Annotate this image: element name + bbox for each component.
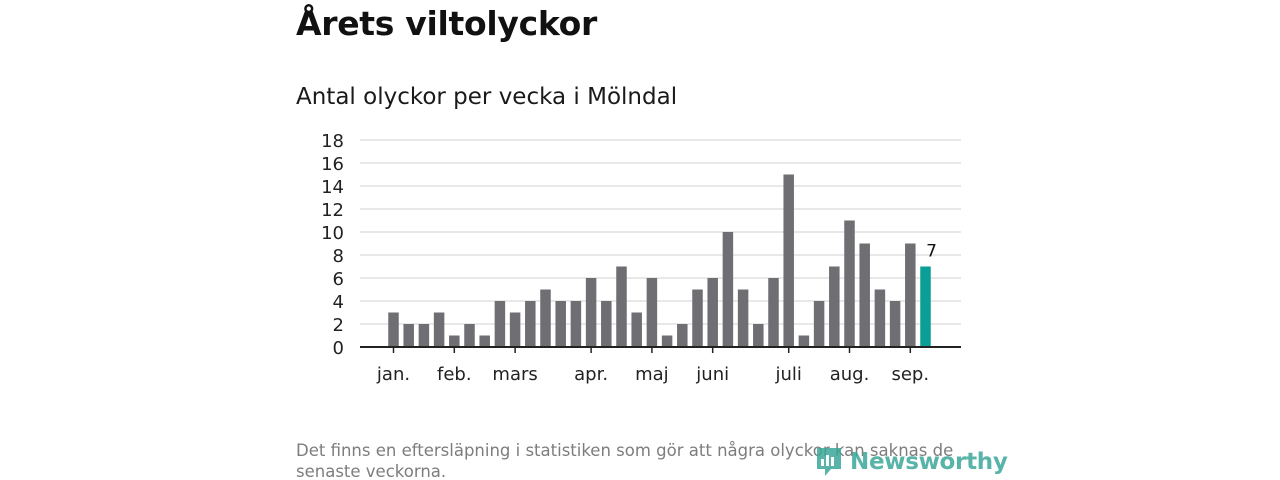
bar	[813, 301, 825, 347]
x-tick-label: juni	[695, 364, 729, 385]
y-tick-label: 4	[333, 292, 344, 313]
x-tick-label: juli	[774, 364, 801, 385]
bar	[753, 324, 764, 347]
bar	[798, 335, 810, 347]
x-tick-label: apr.	[574, 364, 608, 385]
bar	[449, 335, 460, 347]
bar	[601, 301, 612, 347]
bar	[464, 324, 475, 347]
bar	[616, 266, 627, 347]
chart-subtitle: Antal olyckor per vecka i Mölndal	[296, 84, 678, 110]
x-tick-label: mars	[492, 364, 537, 385]
y-tick-label: 14	[321, 177, 344, 198]
bar	[829, 266, 840, 347]
footnote: Det finns en eftersläpning i statistiken…	[296, 441, 954, 480]
y-tick-label: 12	[321, 200, 344, 221]
y-tick-label: 2	[333, 315, 344, 336]
newsworthy-logo-icon	[817, 448, 841, 476]
data-label: 7	[926, 242, 937, 262]
logo-text: Newsworthy	[850, 449, 1008, 475]
bar	[692, 289, 703, 347]
bar	[844, 220, 855, 347]
bar	[905, 243, 916, 347]
y-tick-label: 0	[333, 338, 344, 359]
bar	[677, 324, 688, 347]
bar	[859, 243, 870, 347]
bar	[388, 312, 399, 347]
bar	[509, 312, 521, 347]
bar	[631, 312, 642, 347]
bar	[783, 174, 794, 347]
bar	[707, 278, 718, 347]
bar	[661, 335, 673, 347]
y-tick-label: 8	[333, 246, 344, 267]
x-tick-label: sep.	[891, 364, 929, 385]
x-tick-label: feb.	[437, 364, 472, 385]
y-tick-label: 6	[333, 269, 344, 290]
bar	[540, 289, 551, 347]
bar	[479, 335, 490, 347]
bar	[418, 324, 430, 347]
bar	[737, 289, 749, 347]
bar-highlight	[920, 266, 931, 347]
newsworthy-logo: Newsworthy	[814, 444, 1008, 480]
x-tick-label: aug.	[830, 364, 870, 385]
y-tick-label: 16	[321, 154, 344, 175]
bar	[722, 232, 734, 347]
bar	[525, 301, 536, 347]
bar	[555, 301, 566, 347]
x-tick-label: jan.	[376, 364, 410, 385]
chart-title: Årets viltolyckor	[296, 4, 597, 43]
bar	[570, 301, 582, 347]
y-tick-label: 18	[321, 131, 344, 152]
bar	[585, 278, 597, 347]
bar	[768, 278, 779, 347]
bar	[646, 278, 658, 347]
bar	[889, 301, 901, 347]
bar	[494, 301, 506, 347]
bar	[433, 312, 445, 347]
bar	[874, 289, 886, 347]
y-tick-label: 10	[321, 223, 344, 244]
bar	[403, 324, 414, 347]
x-tick-label: maj	[635, 364, 669, 385]
